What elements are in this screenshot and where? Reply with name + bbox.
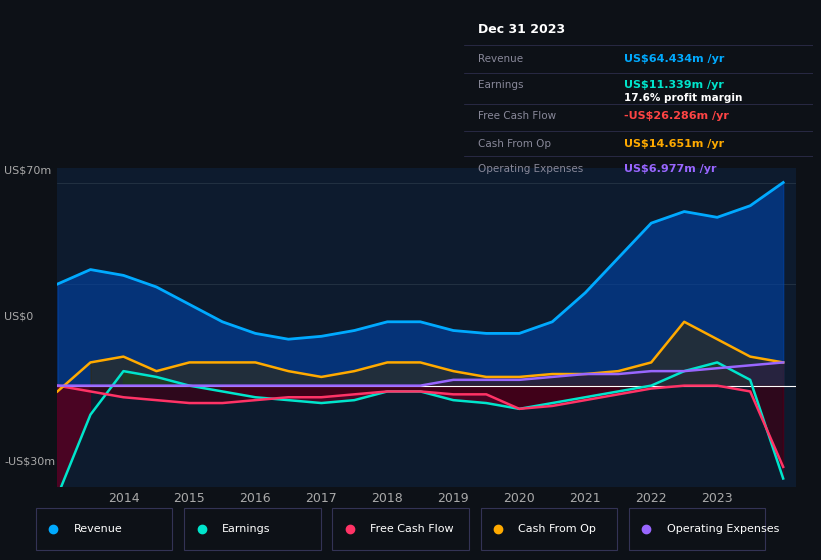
Text: US$11.339m /yr: US$11.339m /yr [624,81,724,91]
Text: Cash From Op: Cash From Op [478,138,551,148]
Text: Free Cash Flow: Free Cash Flow [478,111,556,122]
Text: US$0: US$0 [4,311,34,321]
Text: Earnings: Earnings [222,524,271,534]
Text: Free Cash Flow: Free Cash Flow [370,524,454,534]
Bar [36,508,172,550]
Text: Earnings: Earnings [478,81,523,91]
Text: Operating Expenses: Operating Expenses [478,164,583,174]
Text: Revenue: Revenue [478,54,523,64]
Bar [480,508,617,550]
Text: -US$26.286m /yr: -US$26.286m /yr [624,111,729,122]
Text: US$70m: US$70m [4,166,52,176]
Text: Operating Expenses: Operating Expenses [667,524,779,534]
Bar [629,508,765,550]
Text: 17.6% profit margin: 17.6% profit margin [624,94,743,103]
Text: US$64.434m /yr: US$64.434m /yr [624,54,725,64]
Text: US$6.977m /yr: US$6.977m /yr [624,164,717,174]
Text: US$14.651m /yr: US$14.651m /yr [624,138,724,148]
Bar [333,508,469,550]
Text: Revenue: Revenue [74,524,122,534]
Text: -US$30m: -US$30m [4,457,55,467]
Text: Dec 31 2023: Dec 31 2023 [478,23,565,36]
Text: Cash From Op: Cash From Op [519,524,596,534]
Bar [184,508,321,550]
